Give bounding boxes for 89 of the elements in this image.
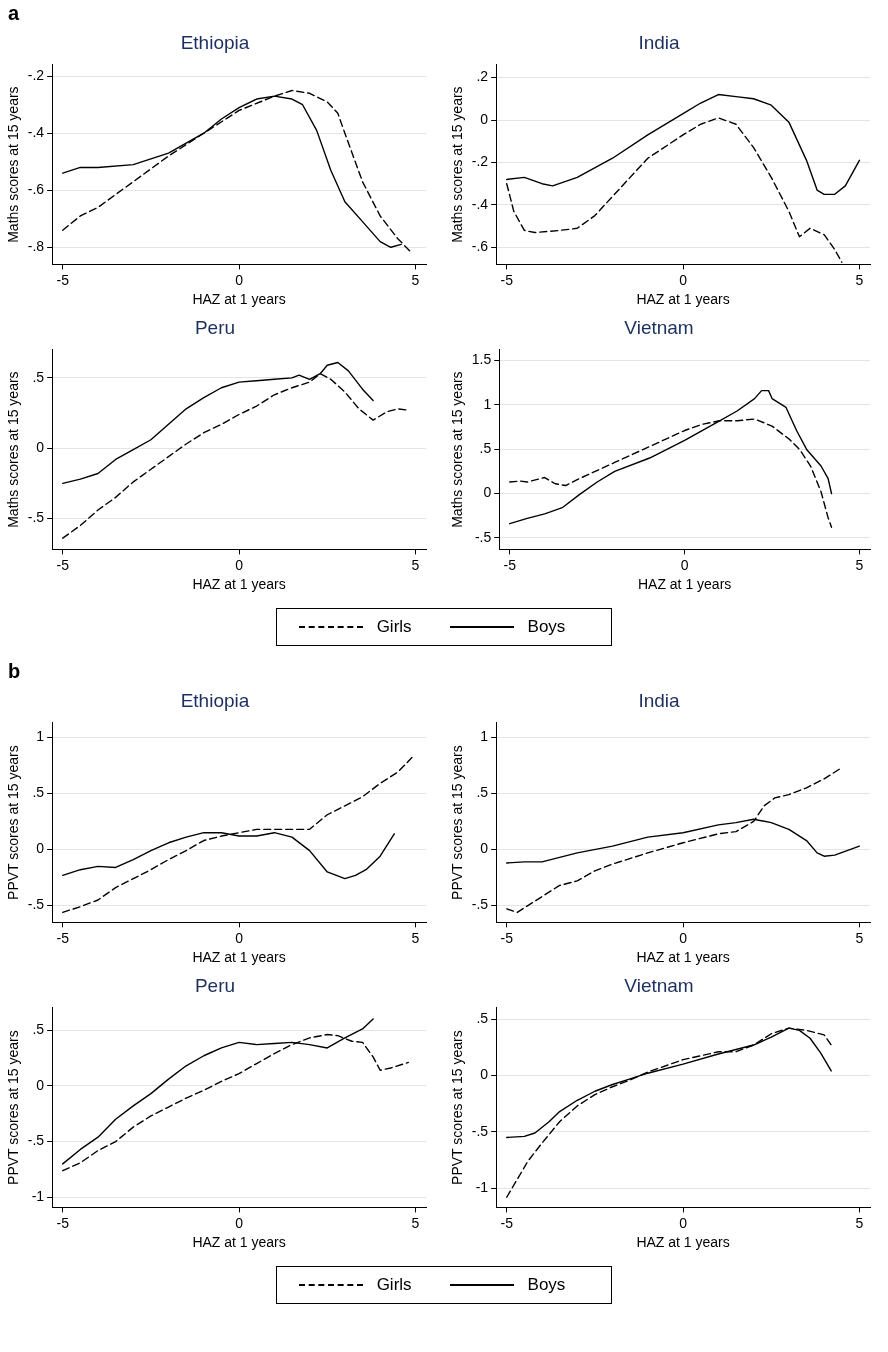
y-tick-label: 1 — [483, 395, 492, 412]
chart-title: Ethiopia — [180, 689, 250, 711]
x-tick-label: -5 — [56, 556, 70, 573]
y-tick-label: 1.5 — [471, 351, 492, 368]
x-tick-label: 5 — [411, 271, 420, 288]
x-tick-label: 5 — [855, 556, 864, 573]
y-tick-label: -.5 — [471, 896, 489, 913]
x-axis-title: HAZ at 1 years — [636, 949, 730, 966]
legend-label: Girls — [376, 1275, 412, 1295]
y-tick-label: 0 — [480, 840, 489, 857]
y-tick-label: .5 — [479, 440, 492, 457]
y-tick-label: -.6 — [27, 181, 45, 198]
legend-label: Girls — [376, 617, 412, 637]
x-axis-title: HAZ at 1 years — [192, 576, 286, 593]
x-tick-label: 0 — [679, 1214, 688, 1231]
chart-title: Peru — [194, 974, 236, 996]
x-tick-label: 0 — [235, 556, 244, 573]
y-tick-label: -1 — [31, 1188, 45, 1205]
y-tick-label: 0 — [483, 484, 492, 501]
y-tick-label: 0 — [480, 1066, 489, 1083]
x-tick-label: 0 — [235, 1214, 244, 1231]
y-tick-label: 0 — [480, 110, 489, 127]
y-tick-label: -.4 — [27, 124, 45, 141]
chart-title: India — [638, 31, 681, 53]
x-tick-label: 0 — [680, 556, 689, 573]
line-series — [506, 1027, 832, 1198]
chart-title: Peru — [194, 316, 236, 338]
chart-title: Vietnam — [624, 316, 694, 338]
x-tick-label: -5 — [56, 271, 70, 288]
y-tick-label: -.5 — [27, 1132, 45, 1149]
y-tick-label: -.5 — [27, 509, 45, 526]
y-axis-title: Maths scores at 15 years — [5, 371, 22, 528]
line-series — [62, 756, 413, 914]
x-axis-title: HAZ at 1 years — [637, 576, 732, 593]
y-tick-label: 1 — [480, 728, 489, 745]
y-tick-label: .5 — [476, 784, 489, 801]
y-tick-label: .5 — [32, 784, 45, 801]
y-tick-label: 0 — [36, 1076, 45, 1093]
x-tick-label: 5 — [855, 929, 864, 946]
x-tick-label: 0 — [679, 929, 688, 946]
x-tick-label: -5 — [503, 556, 517, 573]
chart-title: Vietnam — [624, 974, 694, 996]
y-tick-label: -.2 — [27, 67, 45, 84]
y-tick-label: -.5 — [471, 1122, 489, 1139]
y-tick-label: 0 — [36, 840, 45, 857]
y-tick-label: -.6 — [471, 238, 489, 255]
y-tick-label: 1 — [36, 728, 45, 745]
x-tick-label: -5 — [500, 929, 514, 946]
x-tick-label: -5 — [56, 929, 70, 946]
x-tick-label: 0 — [235, 929, 244, 946]
y-axis-title: Maths scores at 15 years — [449, 86, 466, 243]
x-tick-label: 5 — [855, 271, 864, 288]
text: b — [7, 659, 22, 684]
x-axis-title: HAZ at 1 years — [636, 1234, 730, 1251]
y-tick-label: -.8 — [27, 238, 45, 255]
y-axis-title: PPVT scores at 15 years — [5, 745, 22, 900]
legend-label: Boys — [527, 617, 566, 637]
y-tick-label: -1 — [475, 1179, 489, 1196]
text: a — [7, 1, 21, 26]
y-axis-title: PPVT scores at 15 years — [449, 745, 466, 900]
y-axis-title: PPVT scores at 15 years — [449, 1030, 466, 1185]
x-tick-label: -5 — [500, 1214, 514, 1231]
x-tick-label: 0 — [235, 271, 244, 288]
chart-title: India — [638, 689, 681, 711]
y-axis-title: Maths scores at 15 years — [449, 371, 466, 528]
y-axis-title: PPVT scores at 15 years — [5, 1030, 22, 1185]
x-tick-label: 5 — [411, 556, 420, 573]
x-tick-label: -5 — [56, 1214, 70, 1231]
y-tick-label: -.5 — [474, 528, 492, 545]
x-tick-label: -5 — [500, 271, 514, 288]
x-tick-label: 5 — [411, 1214, 420, 1231]
x-axis-title: HAZ at 1 years — [192, 949, 286, 966]
x-tick-label: 5 — [411, 929, 420, 946]
y-tick-label: .5 — [32, 368, 45, 385]
x-axis-title: HAZ at 1 years — [192, 291, 286, 308]
chart-title: Ethiopia — [180, 31, 250, 53]
y-tick-label: .5 — [476, 1009, 489, 1026]
x-axis-title: HAZ at 1 years — [192, 1234, 286, 1251]
x-tick-label: 0 — [679, 271, 688, 288]
x-axis-title: HAZ at 1 years — [636, 291, 730, 308]
legend-label: Boys — [527, 1275, 566, 1295]
y-tick-label: -.2 — [471, 153, 489, 170]
y-tick-label: .2 — [476, 68, 489, 85]
y-tick-label: 0 — [36, 439, 45, 456]
y-axis-title: Maths scores at 15 years — [5, 86, 22, 243]
y-tick-label: .5 — [32, 1020, 45, 1037]
y-tick-label: -.4 — [471, 195, 489, 212]
y-tick-label: -.5 — [27, 896, 45, 913]
x-tick-label: 5 — [855, 1214, 864, 1231]
